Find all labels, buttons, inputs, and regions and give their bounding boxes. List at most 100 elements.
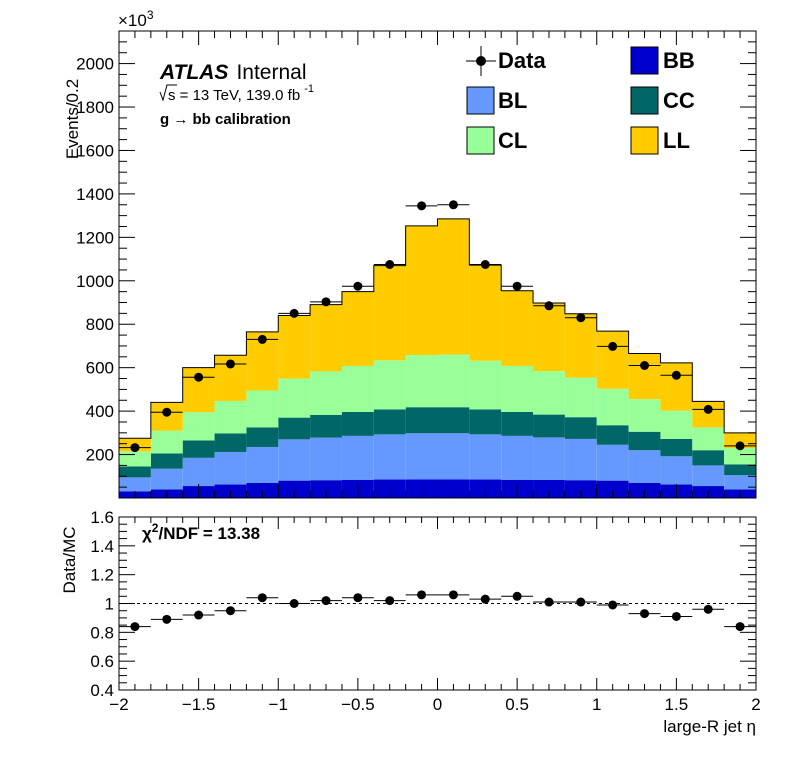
svg-text:Data: Data: [498, 48, 546, 73]
ratio-point: [564, 597, 597, 607]
ratio-point: [437, 590, 470, 600]
bar-cc: [373, 409, 406, 435]
svg-text:s = 13 TeV, 139.0 fb-1: s = 13 TeV, 139.0 fb -1: [168, 83, 314, 104]
bar-bb: [564, 480, 597, 498]
svg-text:CC: CC: [663, 88, 695, 113]
bar-bb: [278, 480, 311, 498]
bar-cl: [373, 360, 406, 410]
data-point: [246, 334, 279, 344]
ratio-point: [692, 604, 725, 614]
x-tick-label: 1: [592, 695, 601, 714]
x-tick-label: −0.5: [341, 695, 375, 714]
bar-cl: [437, 354, 470, 408]
bar-bl: [182, 457, 215, 487]
data-point: [596, 341, 629, 351]
bar-ll: [628, 353, 661, 400]
energy-lumi-label: s = 13 TeV, 139.0 fb -1: [159, 83, 314, 104]
ratio-y-tick-label: 0.6: [90, 652, 114, 671]
bar-cc: [660, 438, 693, 457]
ratio-point: [310, 596, 342, 606]
y-exponent-label: ×103: [118, 8, 154, 30]
legend-swatch-ll: [630, 126, 659, 155]
data-point: [278, 308, 311, 318]
ratio-y-tick-label: 1.4: [90, 537, 114, 556]
stack-outline: [118, 218, 757, 498]
bar-bl: [469, 434, 502, 480]
svg-text:BB: BB: [663, 48, 695, 73]
legend-entry-ll: LL: [630, 126, 690, 155]
x-axis-label: large-R jet η: [663, 717, 756, 736]
data-point: [564, 313, 597, 323]
bar-bl: [341, 435, 374, 480]
bar-bb: [533, 479, 565, 498]
bar-cc: [150, 453, 183, 469]
bar-cc: [405, 407, 438, 434]
x-tick-label: 2: [751, 695, 760, 714]
x-tick-label: 0.5: [505, 695, 529, 714]
legend: Data BL CL BB CC LL: [466, 46, 695, 155]
y-tick-label: 1200: [76, 228, 114, 247]
ratio-axis-ticks: 0.4 0.6 0.8 1 1.2 1.4 1.6 −2 −1.5 −1 −0.5 0 0.5 1 1.5 2: [90, 508, 760, 714]
bar-bb: [246, 482, 279, 498]
bar-bb: [596, 480, 629, 498]
bar-bl: [660, 456, 693, 485]
bar-bl: [405, 433, 438, 480]
ratio-points: [119, 590, 756, 632]
bar-bb: [310, 480, 342, 498]
bar-ll: [373, 265, 406, 361]
data-marker-dot: [476, 56, 486, 66]
bar-bb: [405, 479, 438, 498]
ratio-point: [628, 609, 661, 619]
legend-entry-bb: BB: [630, 46, 695, 75]
bar-bb: [437, 479, 470, 498]
y-tick-label: 400: [86, 402, 114, 421]
data-point: [437, 200, 470, 210]
y-tick-label: 1400: [76, 185, 114, 204]
ratio-point: [405, 590, 438, 600]
legend-entry-cl: CL: [466, 126, 527, 155]
legend-entry-bl: BL: [466, 86, 527, 115]
data-point: [405, 201, 438, 211]
bar-cc: [437, 407, 470, 434]
bar-cl: [214, 400, 247, 434]
ratio-y-tick-label: 1.2: [90, 566, 114, 585]
stacked-histogram: [118, 218, 757, 498]
bar-cc: [724, 464, 756, 476]
data-point: [469, 260, 502, 269]
x-tick-label: 0: [433, 695, 442, 714]
bar-cc: [533, 414, 565, 438]
bar-cc: [246, 427, 279, 447]
bar-ll: [341, 291, 374, 366]
bar-ll: [533, 302, 565, 372]
sqrt-sign: [159, 84, 177, 102]
bar-bl: [501, 435, 534, 480]
bar-cl: [724, 448, 756, 465]
svg-text:BL: BL: [498, 88, 527, 113]
bar-cc: [692, 450, 725, 466]
bar-bl: [533, 437, 565, 480]
data-point: [310, 297, 342, 307]
data-point: [373, 260, 406, 269]
bar-cl: [564, 377, 597, 418]
bar-ll: [310, 304, 342, 372]
bar-cl: [246, 390, 279, 428]
bar-cc: [469, 409, 502, 435]
bar-cl: [660, 410, 693, 439]
ratio-point: [724, 622, 756, 632]
svg-text:LL: LL: [663, 128, 690, 153]
ratio-point: [373, 596, 406, 606]
bar-bl: [246, 446, 279, 483]
series-cl: [119, 354, 756, 467]
bar-cc: [119, 466, 151, 478]
ratio-y-tick-label: 1.6: [90, 508, 114, 527]
bar-ll: [437, 218, 470, 355]
legend-entry-data: Data: [466, 46, 546, 76]
x-tick-label: −1: [269, 695, 288, 714]
bar-cl: [182, 412, 215, 441]
bar-bl: [628, 450, 661, 483]
svg-text:CL: CL: [498, 128, 527, 153]
ratio-point: [596, 600, 629, 610]
bar-bl: [724, 475, 756, 490]
bar-cl: [692, 427, 725, 451]
